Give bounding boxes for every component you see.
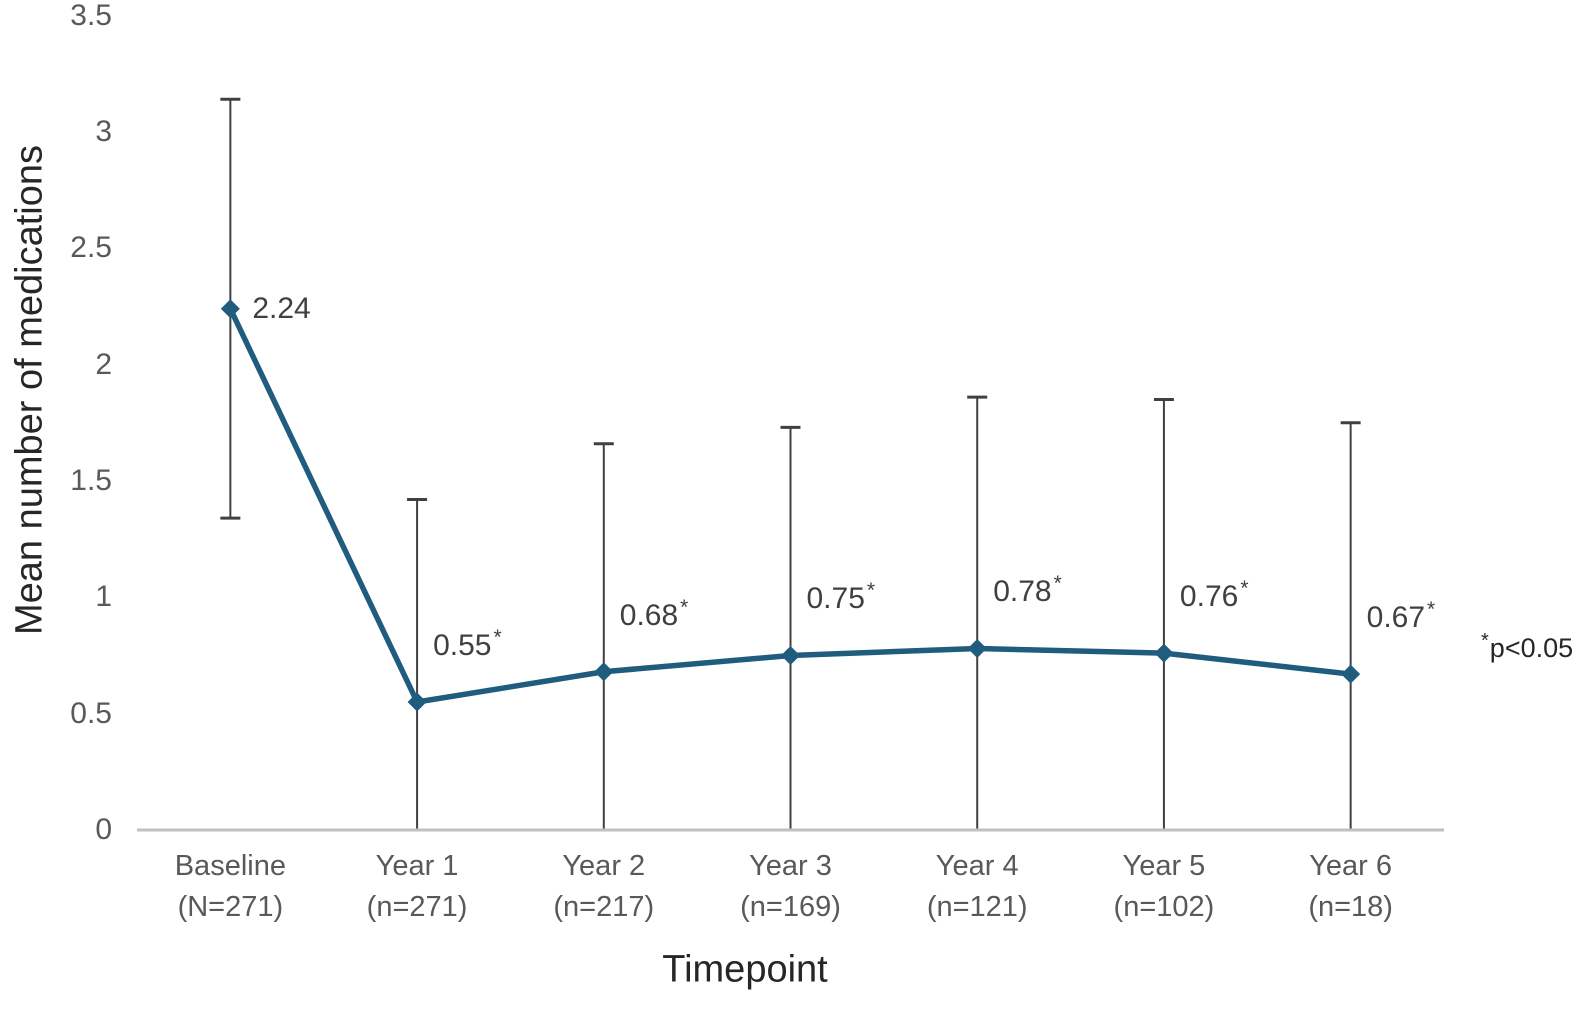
x-category-n: (n=121): [926, 891, 1028, 923]
data-point-marker: [1154, 643, 1174, 663]
x-category-name: Year 1: [375, 850, 459, 882]
y-tick-label: 1: [95, 580, 112, 614]
data-point-label: 0.76*: [1180, 577, 1249, 617]
x-category-name: Year 6: [1309, 850, 1393, 882]
x-category-label: Year 2 (n=217): [510, 846, 697, 928]
data-point-label: 0.68*: [620, 596, 689, 636]
data-point-marker: [781, 645, 800, 665]
data-point-label: 0.67*: [1367, 598, 1436, 638]
data-point-marker: [594, 662, 614, 682]
significance-text: p<0.05: [1489, 633, 1574, 663]
x-category-n: (n=18): [1308, 891, 1393, 923]
data-point-label: 0.75*: [807, 579, 876, 619]
data-point-value: 0.68: [619, 598, 679, 632]
x-category-n: (n=217): [553, 891, 655, 923]
data-point-value: 0.67: [1366, 601, 1426, 635]
data-point-label: 0.55*: [433, 626, 502, 666]
data-point-label: 0.78*: [993, 572, 1062, 612]
significance-star: *: [866, 579, 876, 603]
data-point-marker: [967, 638, 987, 658]
significance-note: *p<0.05: [1481, 630, 1574, 664]
x-category-label: Year 1 (n=271): [324, 846, 511, 928]
y-tick-label: 1.5: [70, 463, 112, 497]
x-category-label: Baseline (N=271): [137, 846, 324, 928]
data-point-marker: [1341, 664, 1361, 684]
x-category-name: Year 2: [562, 850, 646, 882]
data-point-value: 0.75: [806, 582, 865, 616]
data-point-marker: [220, 299, 240, 319]
significance-star: *: [1240, 577, 1249, 601]
data-point-marker: [407, 692, 427, 712]
y-tick-label: 3: [95, 114, 112, 148]
y-tick-label: 0: [95, 813, 112, 846]
significance-star: *: [680, 595, 689, 619]
x-category-label: Year 5 (n=102): [1071, 846, 1258, 928]
x-category-label: Year 4 (n=121): [884, 846, 1071, 928]
x-category-n: (n=271): [366, 891, 468, 923]
data-point-value: 0.78: [993, 575, 1052, 609]
y-tick-label: 2: [95, 347, 112, 381]
x-category-name: Baseline: [174, 850, 286, 882]
x-category-name: Year 3: [749, 850, 832, 882]
data-point-value: 0.76: [1179, 580, 1239, 614]
y-axis-title: Mean number of medications: [8, 144, 51, 636]
significance-star: *: [493, 626, 502, 649]
y-tick-label: 2.5: [70, 231, 112, 265]
x-category-n: (n=102): [1113, 891, 1215, 923]
x-category-label: Year 3 (n=169): [697, 846, 884, 928]
y-tick-label: 3.5: [70, 0, 112, 32]
x-category-label: Year 6 (n=18): [1257, 846, 1444, 928]
x-axis-title: Timepoint: [662, 948, 828, 991]
x-category-name: Year 5: [1122, 850, 1206, 882]
x-category-name: Year 4: [935, 850, 1019, 882]
data-point-label: 2.24: [252, 289, 310, 329]
significance-star: *: [1481, 630, 1489, 652]
data-point-value: 0.55: [433, 629, 492, 662]
y-tick-label: 0.5: [70, 696, 112, 730]
significance-star: *: [1053, 572, 1062, 596]
x-category-n: (N=271): [177, 891, 284, 923]
x-category-n: (n=169): [740, 891, 841, 923]
data-point-value: 2.24: [252, 291, 311, 325]
significance-star: *: [1427, 598, 1436, 622]
